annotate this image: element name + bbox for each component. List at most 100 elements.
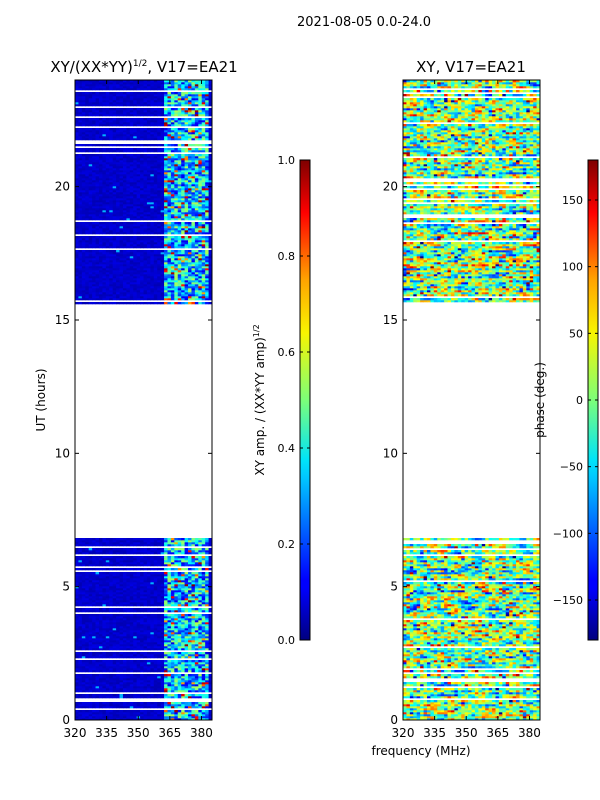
heatmap-cell (157, 626, 162, 629)
heatmap-cell (109, 694, 114, 697)
heatmap-cell (205, 210, 209, 213)
heatmap-cell (167, 598, 172, 601)
heatmap-cell (198, 540, 203, 543)
heatmap-cell (150, 572, 155, 575)
heatmap-cell (157, 564, 162, 567)
heatmap-cell (109, 290, 114, 293)
heatmap-cell (112, 280, 117, 283)
heatmap-cell (81, 556, 86, 559)
heatmap-cell (136, 572, 141, 575)
heatmap-cell (160, 232, 165, 235)
heatmap-cell (157, 242, 162, 245)
heatmap-cell (126, 670, 131, 673)
heatmap-cell (191, 684, 196, 687)
heatmap-cell (146, 620, 151, 623)
heatmap-cell (122, 632, 127, 635)
heatmap-cell (191, 228, 196, 231)
heatmap-cell (191, 636, 196, 639)
heatmap-cell (194, 556, 199, 559)
heatmap-cell (126, 202, 131, 205)
heatmap-cell (150, 244, 155, 247)
heatmap-cell (146, 264, 151, 267)
heatmap-cell (198, 718, 203, 720)
heatmap-cell (102, 218, 107, 221)
heatmap-cell (167, 568, 172, 571)
heatmap-cell (170, 648, 175, 651)
heatmap-cell (157, 204, 162, 207)
heatmap-cell (112, 544, 117, 547)
heatmap-cell (157, 652, 162, 655)
heatmap-cell (164, 556, 168, 559)
heatmap-cell (177, 648, 182, 651)
heatmap-cell (167, 216, 172, 219)
heatmap-cell (170, 562, 175, 565)
heatmap-cell (102, 602, 107, 605)
heatmap-cell (75, 706, 79, 709)
heatmap-cell (126, 584, 131, 587)
heatmap-cell (81, 696, 86, 699)
heatmap-cell (194, 688, 199, 691)
heatmap-cell (188, 702, 192, 705)
heatmap-cell (136, 622, 141, 625)
heatmap-cell (116, 236, 120, 239)
heatmap-cell (191, 210, 196, 213)
heatmap-cell (112, 276, 117, 279)
heatmap-cell (102, 214, 107, 217)
heatmap-cell (160, 216, 165, 219)
heatmap-cell (122, 624, 127, 627)
heatmap-cell (181, 240, 185, 243)
heatmap-cell (188, 246, 192, 249)
heatmap-cell (78, 694, 83, 697)
heatmap-cell (92, 596, 96, 599)
heatmap-cell (140, 608, 144, 611)
heatmap-cell (109, 252, 114, 255)
heatmap-cell (174, 610, 179, 613)
heatmap-cell (133, 638, 138, 641)
heatmap-cell (105, 640, 110, 643)
heatmap-cell (129, 206, 134, 209)
heatmap-cell (146, 226, 151, 229)
heatmap-cell (105, 540, 110, 543)
heatmap-cell (129, 706, 134, 709)
heatmap-cell (109, 574, 114, 577)
heatmap-cell (164, 294, 168, 297)
heatmap-cell (143, 276, 148, 279)
heatmap-cell (184, 580, 189, 583)
heatmap-cell (98, 676, 103, 679)
heatmap-cell (167, 578, 172, 581)
heatmap-cell (92, 202, 96, 205)
heatmap-cell (198, 218, 203, 221)
heatmap-cell (126, 542, 131, 545)
heatmap-cell (102, 210, 107, 213)
heatmap-cell (129, 694, 134, 697)
heatmap-cell (170, 600, 175, 603)
heatmap-cell (75, 662, 79, 665)
heatmap-cell (75, 276, 79, 279)
heatmap-cell (92, 256, 96, 259)
heatmap-cell (153, 676, 158, 679)
heatmap-cell (75, 628, 79, 631)
heatmap-cell (112, 262, 117, 265)
heatmap-cell (122, 538, 127, 541)
heatmap-cell (177, 552, 182, 555)
heatmap-cell (105, 208, 110, 211)
heatmap-cell (170, 604, 175, 607)
heatmap-cell (102, 226, 107, 229)
heatmap-cell (122, 660, 127, 663)
heatmap-cell (143, 660, 148, 663)
heatmap-cell (146, 256, 151, 259)
heatmap-cell (157, 544, 162, 547)
heatmap-cell (102, 622, 107, 625)
heatmap-cell (95, 256, 100, 259)
heatmap-cell (140, 626, 144, 629)
heatmap-cell (122, 668, 127, 671)
heatmap-cell (177, 562, 182, 565)
heatmap-cell (129, 212, 134, 215)
heatmap-cell (174, 652, 179, 655)
heatmap-cell (92, 656, 96, 659)
heatmap-cell (170, 282, 175, 285)
heatmap-cell (188, 634, 192, 637)
heatmap-cell (85, 542, 90, 545)
heatmap-cell (208, 694, 212, 697)
heatmap-cell (116, 608, 120, 611)
